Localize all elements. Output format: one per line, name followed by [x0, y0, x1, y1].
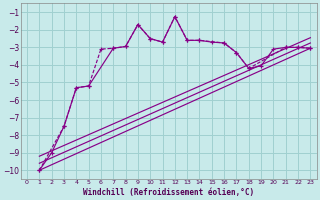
X-axis label: Windchill (Refroidissement éolien,°C): Windchill (Refroidissement éolien,°C) — [83, 188, 254, 197]
